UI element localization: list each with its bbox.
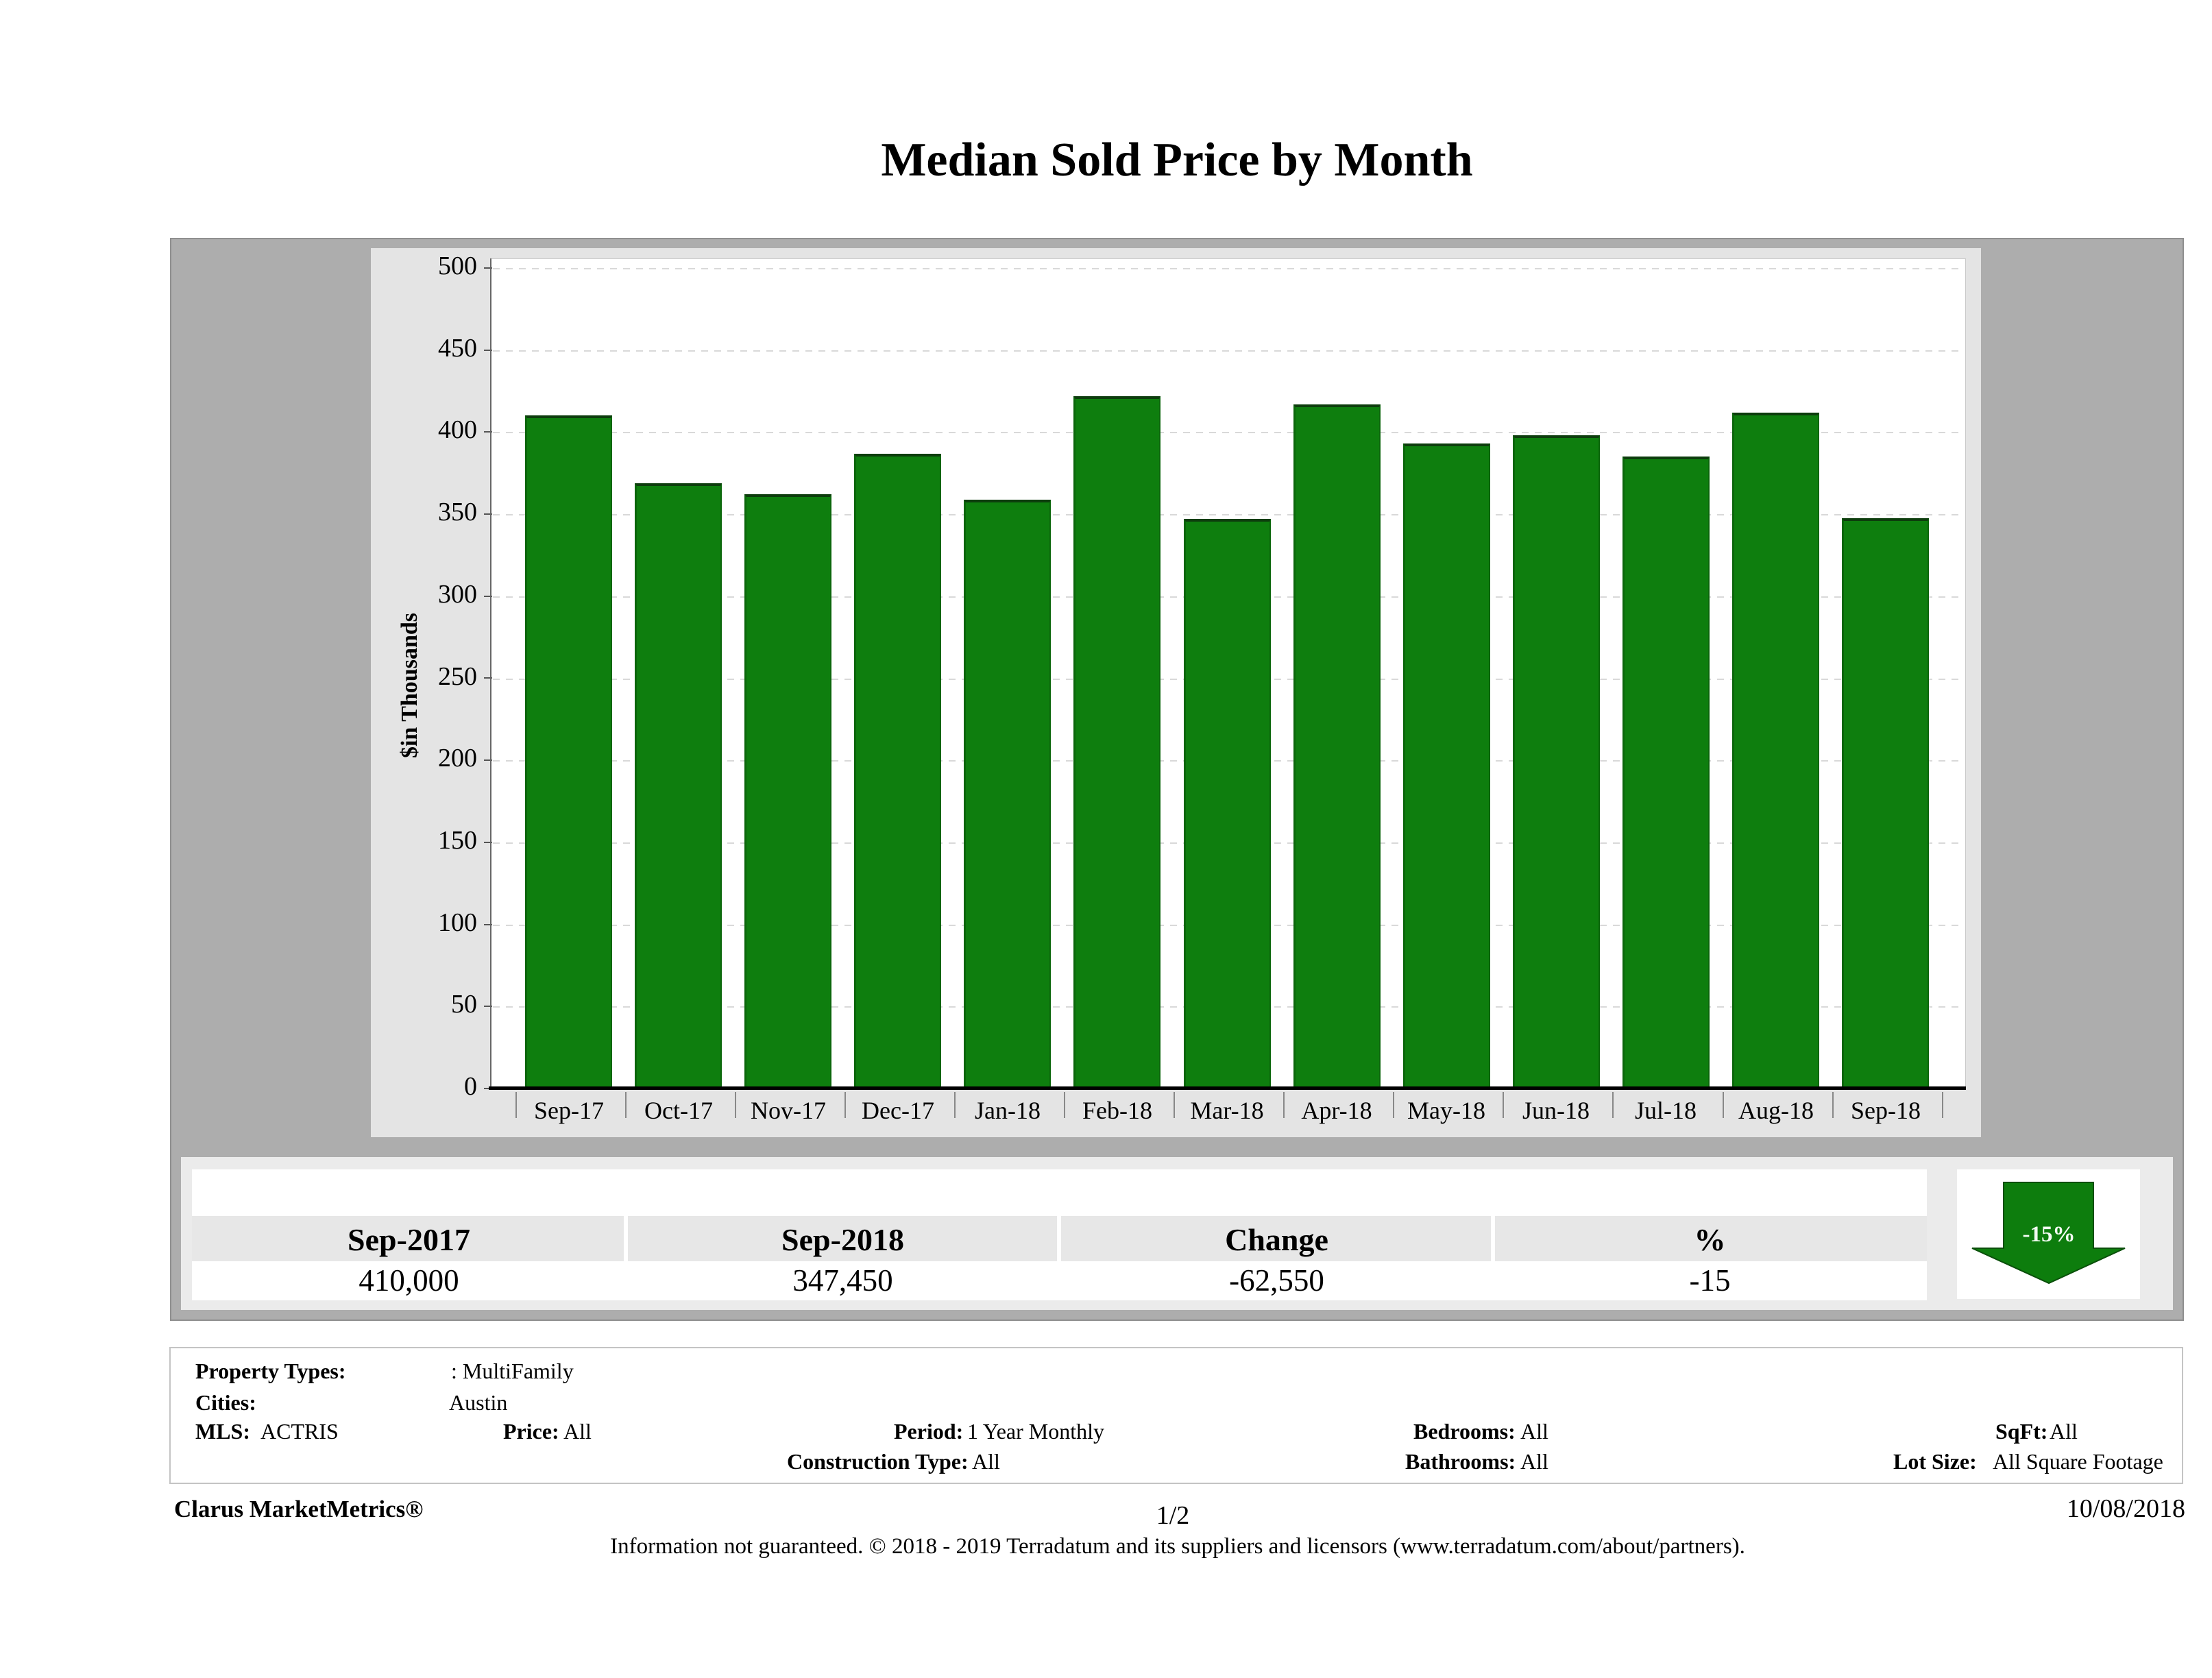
svg-text:-15%: -15% bbox=[2023, 1222, 2076, 1247]
